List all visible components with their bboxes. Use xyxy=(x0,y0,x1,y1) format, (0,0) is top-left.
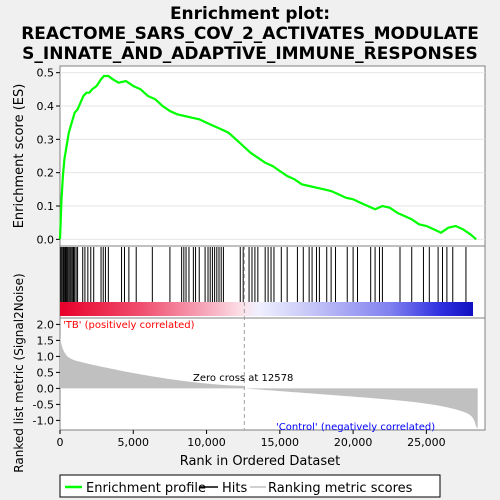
title-line-3: S_INNATE_AND_ADAPTIVE_IMMUNE_RESPONSES xyxy=(22,44,478,64)
positive-label: 'TB' (positively correlated) xyxy=(63,320,195,331)
es-y-axis-label: Enrichment score (ES) xyxy=(12,84,27,229)
metric-tick-label: 1.5 xyxy=(37,334,55,347)
legend-label-metric: Ranking metric scores xyxy=(268,481,413,496)
enrichment-profile-line xyxy=(58,74,477,241)
x-tick-label: 20,000 xyxy=(334,436,373,449)
legend-label-hits: Hits xyxy=(222,481,247,496)
x-axis-label: Rank in Ordered Dataset xyxy=(180,454,341,469)
x-tick-label: 15,000 xyxy=(261,436,300,449)
es-tick-label: 0.3 xyxy=(37,133,55,146)
ranking-metric-area xyxy=(60,337,478,429)
es-tick-label: 0.5 xyxy=(37,67,55,80)
legend-label-profile: Enrichment profile xyxy=(86,481,206,496)
es-tick-label: 0.2 xyxy=(37,167,55,180)
es-y-ticks: 0.0 0.1 0.2 0.3 0.4 0.5 xyxy=(37,67,60,246)
legend-box xyxy=(59,474,441,498)
title-line-1: Enrichment plot: xyxy=(170,4,330,24)
metric-tick-label: -0.5 xyxy=(33,398,54,411)
metric-tick-label: 1.0 xyxy=(37,350,55,363)
es-panel xyxy=(59,65,486,247)
x-tick-label: 10,000 xyxy=(187,436,226,449)
metric-tick-label: -1.0 xyxy=(33,414,54,427)
es-tick-label: 0.1 xyxy=(37,200,55,213)
negative-label: 'Control' (negatively correlated) xyxy=(276,422,435,433)
metric-tick-label: 2.0 xyxy=(37,318,55,331)
zero-cross-label: Zero cross at 12578 xyxy=(193,373,293,384)
es-tick-label: 0.0 xyxy=(37,233,55,246)
metric-y-axis-label: Ranked list metric (Signal2Noise) xyxy=(12,273,26,472)
rank-color-bar xyxy=(60,302,473,316)
metric-tick-label: 0.0 xyxy=(37,382,55,395)
x-axis-ticks: 0 5,000 10,000 15,000 20,000 25,000 xyxy=(57,430,446,449)
x-tick-label: 5,000 xyxy=(118,436,150,449)
x-tick-label: 0 xyxy=(57,436,64,449)
title-line-2: REACTOME_SARS_COV_2_ACTIVATES_MODULATE xyxy=(21,24,479,44)
hit-marks xyxy=(60,247,467,302)
es-tick-label: 0.4 xyxy=(37,100,55,113)
x-tick-label: 25,000 xyxy=(407,436,446,449)
es-grid xyxy=(60,72,485,240)
metric-tick-label: 0.5 xyxy=(37,366,55,379)
metric-y-ticks: 2.0 1.5 1.0 0.5 0.0 -0.5 -1.0 xyxy=(33,318,60,427)
